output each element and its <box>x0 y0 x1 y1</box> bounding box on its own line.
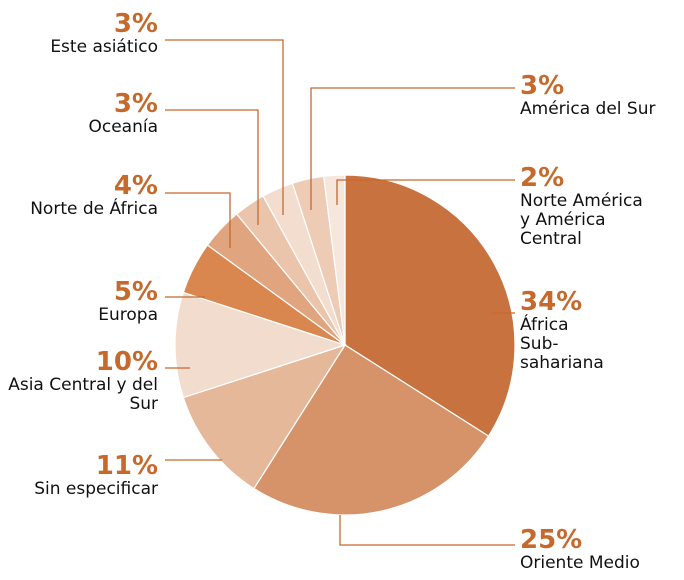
leader-line <box>165 109 259 225</box>
slice-label: 3% Este asiático <box>8 10 158 57</box>
value-label: 4% <box>113 171 158 201</box>
leader-line <box>165 192 231 248</box>
slice-label: 11% Sin especificar <box>0 452 158 499</box>
value-label: 34% <box>520 287 583 317</box>
slice-label: 2% Norte América y América Central <box>520 164 650 249</box>
value-label: 3% <box>520 71 565 101</box>
slice-label: 34% África Sub-sahariana <box>520 288 610 373</box>
category-label: África Sub-sahariana <box>520 315 604 373</box>
pie-slice <box>182 343 347 490</box>
slice-label: 3% América del Sur <box>520 72 670 119</box>
pie-slice <box>174 291 347 399</box>
value-label: 10% <box>95 347 158 377</box>
leader-line <box>336 179 515 205</box>
category-label: Norte América y América Central <box>520 191 643 249</box>
leader-line <box>339 515 515 546</box>
value-label: 3% <box>113 9 158 39</box>
category-label: Oceanía <box>88 117 158 137</box>
category-label: Asia Central y del Sur <box>8 375 158 414</box>
category-label: Este asiático <box>50 37 158 57</box>
value-label: 11% <box>95 451 158 481</box>
value-label: 3% <box>113 89 158 119</box>
slice-label: 4% Norte de África <box>8 172 158 219</box>
value-label: 25% <box>520 525 583 555</box>
slice-label: 25% Oriente Medio <box>520 526 670 573</box>
category-label: América del Sur <box>520 99 656 119</box>
category-label: Norte de África <box>30 199 158 219</box>
category-label: Europa <box>98 305 158 325</box>
value-label: 2% <box>520 163 565 193</box>
pie-slice <box>253 344 490 516</box>
value-label: 5% <box>113 277 158 307</box>
leader-line <box>165 39 284 215</box>
pie-slice <box>323 174 346 346</box>
pie-slice <box>344 174 516 437</box>
slice-label: 3% Oceanía <box>8 90 158 137</box>
slice-label: 10% Asia Central y del Sur <box>8 348 158 414</box>
leader-line <box>310 87 515 210</box>
category-label: Sin especificar <box>34 479 158 499</box>
slice-label: 5% Europa <box>8 278 158 325</box>
category-label: Oriente Medio <box>520 553 640 573</box>
